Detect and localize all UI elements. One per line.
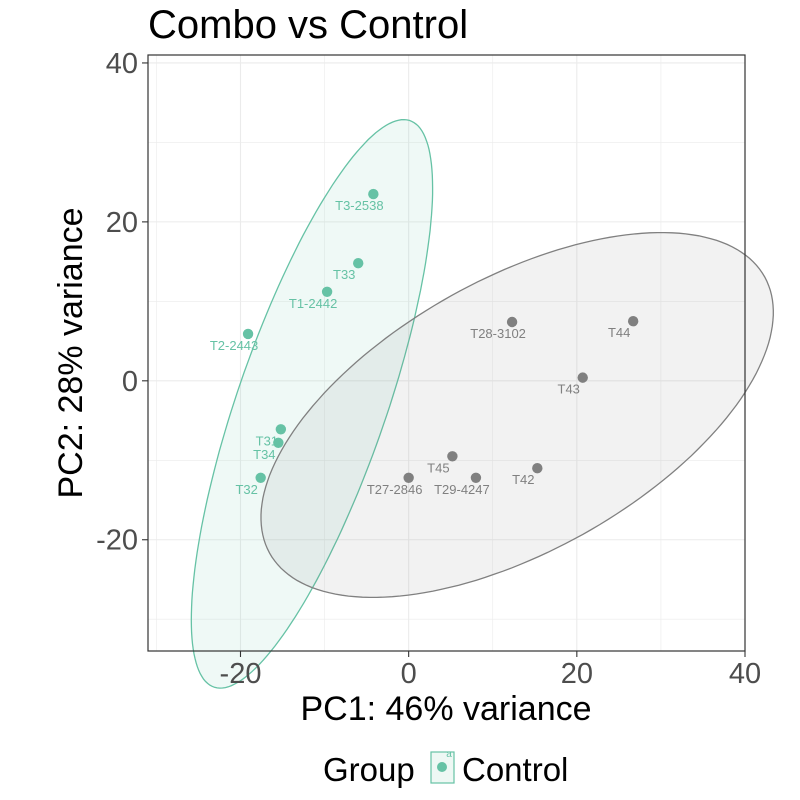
x-tick-label: 0: [401, 658, 417, 690]
label-T3-2538: T3-2538: [335, 198, 383, 213]
y-tick-label: 40: [106, 48, 138, 80]
legend-label-control: Control: [462, 751, 568, 788]
label-T31: T31: [256, 433, 278, 448]
legend-key-letter: a: [446, 749, 452, 760]
label-T32: T32: [235, 482, 257, 497]
y-tick-label: 20: [106, 207, 138, 239]
label-T1-2442: T1-2442: [289, 296, 337, 311]
legend-title: Group: [323, 751, 415, 788]
label-T28-3102: T28-3102: [470, 326, 526, 341]
point-T2-2443: [242, 328, 254, 340]
label-T27-2846: T27-2846: [367, 482, 423, 497]
point-T33: [353, 258, 364, 269]
point-T42: [532, 463, 543, 474]
ellipse-series-1: [260, 231, 774, 599]
label-T44: T44: [608, 325, 630, 340]
y-axis-ticks: -20 0 20 40: [96, 48, 148, 557]
point-T31: [275, 424, 287, 435]
plot-border: [147, 54, 746, 652]
x-tick-label: -20: [220, 658, 262, 690]
label-T29-4247: T29-4247: [434, 482, 490, 497]
legend-key-point: [437, 762, 447, 772]
point-T27-2846: [403, 472, 414, 483]
point-T1-2442: [321, 286, 333, 298]
point-T43: [577, 372, 588, 383]
chart-title: Combo vs Control: [148, 3, 468, 47]
y-tick-label: 0: [122, 366, 138, 398]
point-T45: [447, 451, 458, 462]
confidence-ellipses: [190, 118, 774, 689]
y-tick-label: -20: [96, 525, 138, 557]
label-T42: T42: [512, 472, 534, 487]
point-T34: [273, 437, 284, 448]
y-axis-title: PC2: 28% variance: [52, 207, 90, 498]
x-axis-ticks: -20 0 20 40: [220, 651, 761, 690]
point-T44: [627, 316, 639, 327]
point-T29-4247: [470, 472, 482, 483]
ellipse-series-0: [190, 118, 434, 689]
label-T34: T34: [253, 447, 275, 462]
data-points: [242, 188, 639, 483]
grid-lines: [148, 55, 746, 651]
point-T3-2538: [368, 188, 379, 200]
x-tick-label: 20: [561, 658, 593, 690]
point-T32: [255, 472, 266, 483]
legend: Group a Control: [323, 749, 568, 788]
x-axis-title: PC1: 46% variance: [300, 690, 591, 728]
label-T43: T43: [558, 382, 580, 397]
point-T28-3102: [506, 316, 518, 328]
label-T33: T33: [333, 267, 355, 282]
label-T45: T45: [427, 460, 449, 475]
x-tick-label: 40: [729, 658, 761, 690]
label-T2-2443: T2-2443: [210, 338, 258, 353]
plot-panel: [148, 55, 745, 651]
